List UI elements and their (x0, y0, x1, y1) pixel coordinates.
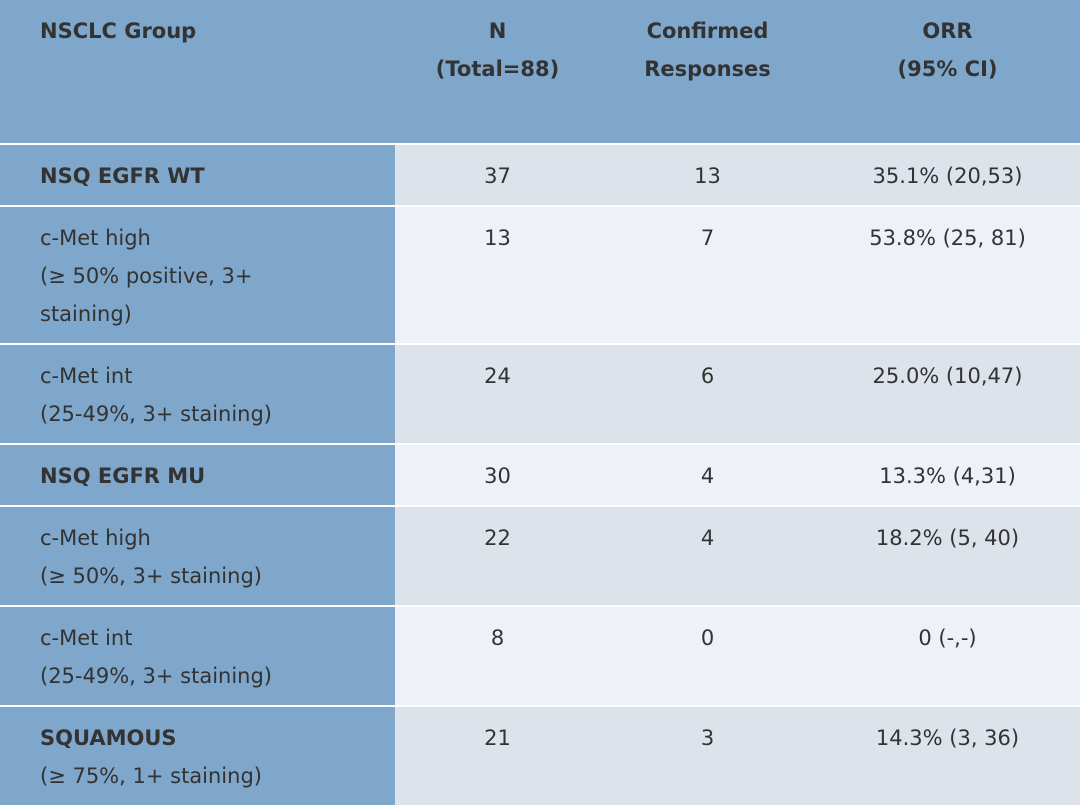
cell-text: (≥ 50%, 3+ staining) (40, 564, 262, 588)
label-cell: c-Met high (≥ 50%, 3+ staining) (0, 507, 395, 607)
value-cell: 13.3% (4,31) (815, 445, 1080, 507)
table-row: NSQ EGFR WT 37 13 35.1% (20,53) (0, 145, 1080, 207)
cell-text: (25-49%, 3+ staining) (40, 664, 273, 688)
cell-text: 0 (-,-) (918, 626, 977, 650)
value-cell: 24 (395, 345, 600, 445)
cell-text: 13 (484, 226, 511, 250)
cell-text: c-Met int (40, 364, 133, 388)
cell-text: N (488, 19, 507, 43)
cell-text: NSCLC Group (40, 19, 197, 43)
cell-text: NSQ EGFR WT (40, 164, 205, 188)
value-cell: 53.8% (25, 81) (815, 207, 1080, 345)
cell-text: 8 (490, 626, 505, 650)
value-cell: 0 (-,-) (815, 607, 1080, 707)
header-row: NSCLC Group N (Total=88) Confirmed Responses… (0, 0, 1080, 145)
label-cell: c-Met high (≥ 50% positive, 3+ staining) (0, 207, 395, 345)
value-cell: 14.3% (3, 36) (815, 707, 1080, 807)
cell-text: 22 (484, 526, 511, 550)
value-cell: 4 (600, 507, 815, 607)
value-cell: 21 (395, 707, 600, 807)
cell-text: 21 (484, 726, 511, 750)
cell-text: Confirmed (646, 19, 769, 43)
value-cell: 0 (600, 607, 815, 707)
cell-text: 0 (700, 626, 715, 650)
cell-text: c-Met high (40, 526, 151, 550)
label-cell: c-Met int (25-49%, 3+ staining) (0, 345, 395, 445)
cell-text: (≥ 50% positive, 3+ (40, 264, 253, 288)
cell-text: 3 (700, 726, 715, 750)
cell-text: 6 (700, 364, 715, 388)
table-row: NSQ EGFR MU 30 4 13.3% (4,31) (0, 445, 1080, 507)
cell-text: 13 (694, 164, 721, 188)
cell-text: ORR (922, 19, 973, 43)
cell-text: 7 (700, 226, 715, 250)
table-row: c-Met high (≥ 50% positive, 3+ staining) 13… (0, 207, 1080, 345)
cell-text: 13.3% (4,31) (879, 464, 1016, 488)
value-cell: 7 (600, 207, 815, 345)
header-cell: ORR (95% CI) (815, 0, 1080, 145)
header-cell: N (Total=88) (395, 0, 600, 145)
value-cell: 18.2% (5, 40) (815, 507, 1080, 607)
value-cell: 37 (395, 145, 600, 207)
value-cell: 25.0% (10,47) (815, 345, 1080, 445)
cell-text: 30 (484, 464, 511, 488)
cell-text: 4 (700, 464, 715, 488)
value-cell: 8 (395, 607, 600, 707)
table-row: SQUAMOUS (≥ 75%, 1+ staining) 21 3 14.3% (3,… (0, 707, 1080, 807)
cell-text: Responses (644, 57, 771, 81)
cell-text: SQUAMOUS (40, 726, 177, 750)
cell-text: c-Met int (40, 626, 133, 650)
cell-text: 24 (484, 364, 511, 388)
cell-text: c-Met high (40, 226, 151, 250)
table-row: c-Met int (25-49%, 3+ staining) 24 6 25.0% (… (0, 345, 1080, 445)
table-row: c-Met int (25-49%, 3+ staining) 8 0 0 (-,-) (0, 607, 1080, 707)
value-cell: 30 (395, 445, 600, 507)
label-cell: c-Met int (25-49%, 3+ staining) (0, 607, 395, 707)
header-cell: NSCLC Group (0, 0, 395, 145)
value-cell: 6 (600, 345, 815, 445)
cell-text: (25-49%, 3+ staining) (40, 402, 273, 426)
cell-text: 25.0% (10,47) (872, 364, 1023, 388)
value-cell: 35.1% (20,53) (815, 145, 1080, 207)
value-cell: 22 (395, 507, 600, 607)
table-body: NSQ EGFR WT 37 13 35.1% (20,53) c-Met high (≥… (0, 145, 1080, 807)
cell-text: 37 (484, 164, 511, 188)
label-cell: NSQ EGFR WT (0, 145, 395, 207)
header-cell: Confirmed Responses (600, 0, 815, 145)
table-header: NSCLC Group N (Total=88) Confirmed Responses… (0, 0, 1080, 145)
cell-text: (Total=88) (435, 57, 560, 81)
cell-text: 53.8% (25, 81) (869, 226, 1026, 250)
table-row: c-Met high (≥ 50%, 3+ staining) 22 4 18.2% (… (0, 507, 1080, 607)
cell-text: 4 (700, 526, 715, 550)
cell-text: 14.3% (3, 36) (875, 726, 1020, 750)
cell-text: (95% CI) (897, 57, 998, 81)
value-cell: 4 (600, 445, 815, 507)
label-cell: SQUAMOUS (≥ 75%, 1+ staining) (0, 707, 395, 807)
cell-text: staining) (40, 302, 132, 326)
value-cell: 13 (395, 207, 600, 345)
value-cell: 13 (600, 145, 815, 207)
label-cell: NSQ EGFR MU (0, 445, 395, 507)
cell-text: 18.2% (5, 40) (875, 526, 1020, 550)
value-cell: 3 (600, 707, 815, 807)
cell-text: NSQ EGFR MU (40, 464, 206, 488)
cell-text: 35.1% (20,53) (872, 164, 1023, 188)
cell-text: (≥ 75%, 1+ staining) (40, 764, 262, 788)
